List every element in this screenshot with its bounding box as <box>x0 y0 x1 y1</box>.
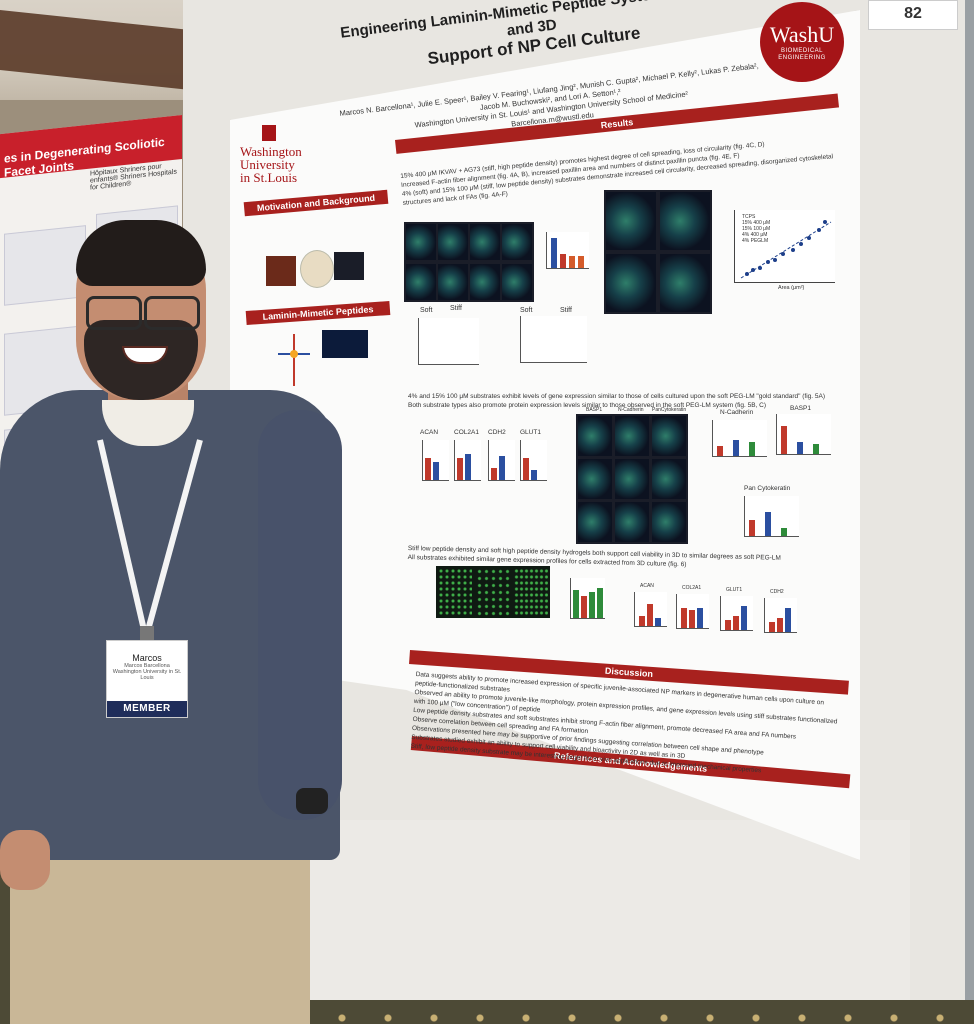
figure-5c-chart <box>744 496 799 537</box>
lanyard <box>97 439 203 648</box>
figure-5c-chart <box>776 414 831 455</box>
figure-4d-chart <box>520 316 587 363</box>
washu-bme-logo: WashU BIOMEDICAL ENGINEERING <box>760 2 844 82</box>
soft-label: Soft <box>420 307 433 314</box>
figure-5a-gene-expression: ACAN COL2A1 CDH2 GLUT1 <box>420 428 550 488</box>
washington-university-logo: Washington University in St.Louis <box>240 125 302 184</box>
figure-6b-chart <box>570 578 605 619</box>
stiff-label: Stiff <box>560 307 572 314</box>
figure-6a-viability <box>436 566 550 618</box>
badge-member-label: MEMBER <box>107 701 187 717</box>
left-hand <box>0 830 50 890</box>
poster-board-frame <box>965 0 974 1000</box>
eyeglasses-icon <box>82 296 200 330</box>
figure-1-stain <box>334 252 364 280</box>
university-shield-icon <box>262 125 276 141</box>
results-text-gene: 4% and 15% 100 μM substrates exhibit lev… <box>408 393 825 409</box>
figure-1-disc <box>300 250 334 288</box>
soft-label: Soft <box>520 307 533 314</box>
smartwatch-icon <box>296 788 328 814</box>
figure-4f-legend: TCPS 15% 400 μM 15% 100 μM 4% 400 μM 4% … <box>742 214 771 244</box>
area-axis-label: Area (μm²) <box>778 285 805 291</box>
figure-6c-gene-expression: ACAN COL2A1 GLUT1 CDH2 <box>630 582 800 642</box>
scatter-plot <box>740 220 832 279</box>
protein-label: Pan Cytokeratin <box>744 485 791 492</box>
neighbor-chart <box>4 225 86 306</box>
badge-full-name: Marcos Barcellona <box>124 663 170 669</box>
figure-4e-paxillin <box>604 190 712 314</box>
stiff-label: Stiff <box>450 305 462 312</box>
figure-4c-chart <box>418 318 479 365</box>
figure-4b-chart <box>546 232 589 269</box>
hair <box>76 220 206 286</box>
badge-name: Marcos <box>132 653 162 663</box>
figure-2-schematic <box>272 330 316 390</box>
figure-1-tissue <box>266 256 296 286</box>
right-arm <box>258 410 342 820</box>
figure-4a-microscopy <box>404 222 534 302</box>
peptide-schematic <box>278 334 310 386</box>
figure-5c-chart <box>712 420 767 457</box>
protein-label: BASP1 <box>790 405 811 412</box>
protein-label: N-Cadherin <box>720 409 754 416</box>
name-badge: Marcos Marcos Barcellona Washington Univ… <box>106 640 188 718</box>
figure-4f-scatter <box>734 210 835 283</box>
figure-2-stain <box>322 330 368 358</box>
washu-logo-subtext: BIOMEDICAL ENGINEERING <box>778 48 826 61</box>
figure-5b-immunostaining <box>576 414 688 544</box>
washu-logo-text: WashU <box>769 22 835 47</box>
shriners-logo: Hôpitaux Shriners pour enfants® Shriners… <box>90 163 177 192</box>
poster-board-lower <box>310 820 910 1000</box>
board-number-tag: 82 <box>868 0 958 30</box>
badge-org: Washington University in St. Louis <box>112 669 182 681</box>
